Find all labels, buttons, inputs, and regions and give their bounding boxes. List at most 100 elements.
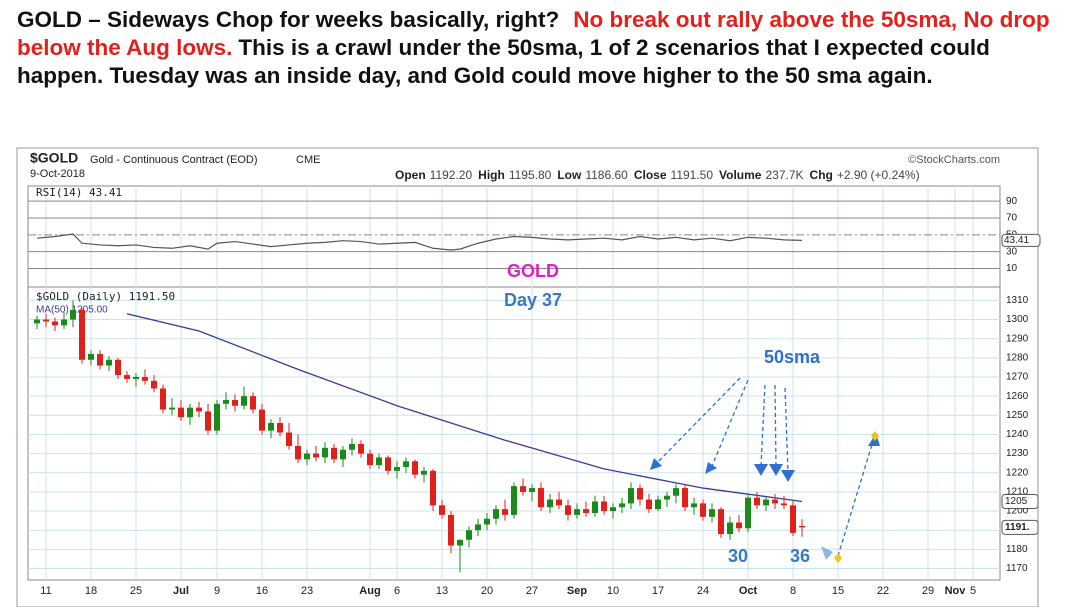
candle-body [169, 407, 175, 410]
candle-body [430, 470, 436, 506]
x-tick-label: 6 [394, 585, 400, 597]
candle-body [763, 499, 769, 506]
candle-body [349, 444, 355, 450]
x-tick-label: Aug [359, 585, 380, 597]
candle-body [286, 432, 292, 446]
candle-body [610, 507, 616, 512]
candle-body [124, 375, 130, 379]
arrowhead [821, 546, 833, 560]
candle-body [223, 399, 229, 404]
annotation: 36 [790, 546, 810, 566]
x-tick-label: Sep [567, 585, 587, 597]
candle-body [565, 505, 571, 515]
price-panel [27, 286, 1001, 581]
candle-body [682, 488, 688, 508]
candle-body [313, 453, 319, 458]
quote-name: Open [395, 168, 426, 182]
quote-name: Chg [810, 168, 833, 182]
candle-body [574, 509, 580, 515]
candle-body [592, 501, 598, 513]
highlight-text: No break out rally above the 50sma, No d… [17, 7, 1050, 60]
candle-body [493, 509, 499, 519]
candle-body [799, 525, 805, 528]
quote-name: High [478, 168, 505, 182]
quote-name: Close [634, 168, 667, 182]
arrowhead [650, 458, 662, 470]
diamond [871, 431, 879, 441]
x-tick-label: 11 [40, 585, 51, 597]
candle-body [52, 321, 58, 326]
annotation: 30 [728, 546, 748, 566]
x-tick-label: 24 [697, 585, 709, 597]
x-tick-label: 22 [877, 585, 889, 597]
rsi-badge-label: 43.41 [1004, 235, 1029, 246]
x-tick-label: Nov [945, 585, 967, 597]
rsi-tick-label: 10 [1006, 263, 1018, 274]
candle-body [511, 486, 517, 515]
candle-body [457, 539, 463, 546]
arrow [711, 379, 749, 467]
price-badge [1001, 493, 1039, 509]
y-tick-label: 1220 [1006, 467, 1029, 478]
body-text: This is a crawl under the 50sma, 1 of 2 … [17, 35, 990, 88]
quote-value: 1191.50 [671, 168, 714, 182]
lead-text: GOLD – Sideways Chop for weeks basically… [17, 7, 560, 32]
candle-body [277, 422, 283, 433]
x-tick-label: 5 [970, 585, 976, 597]
candle-body [178, 407, 184, 418]
candle-body [358, 444, 364, 454]
x-tick-label: 15 [832, 585, 844, 597]
candle-body [376, 457, 382, 466]
candle-body [781, 503, 787, 506]
quote-value: 1192.20 [430, 168, 473, 182]
date: 9-Oct-2018 [30, 168, 85, 180]
quote-value: 1186.60 [585, 168, 628, 182]
annotation: Day 37 [504, 290, 562, 310]
x-tick-label: 29 [922, 585, 934, 597]
candle-body [43, 319, 49, 322]
candle-body [421, 470, 427, 475]
symbol: $GOLD [30, 150, 78, 166]
candle-body [259, 409, 265, 431]
price-label: $GOLD (Daily) 1191.50 [36, 290, 175, 303]
candle-body [538, 488, 544, 508]
y-tick-label: 1200 [1006, 506, 1029, 517]
candle-body [106, 359, 112, 366]
candle-body [655, 499, 661, 510]
price-badge-label: 1205 [1005, 496, 1028, 507]
commentary: GOLD – Sideways Chop for weeks basically… [17, 6, 1057, 90]
y-tick-label: 1310 [1006, 295, 1029, 306]
candle-body [268, 422, 274, 431]
y-tick-label: 1210 [1006, 487, 1029, 498]
candle-body [709, 509, 715, 517]
candle-body [412, 461, 418, 475]
quote-name: Volume [719, 168, 762, 182]
rsi-badge [1001, 233, 1041, 247]
y-tick-label: 1280 [1006, 352, 1029, 363]
marks [34, 233, 805, 573]
candle-body [142, 377, 148, 381]
candle-body [214, 403, 220, 431]
candle-body [70, 309, 76, 320]
rsi-tick-label: 30 [1006, 246, 1018, 257]
candle-body [673, 488, 679, 496]
y-tick-label: 1260 [1006, 391, 1029, 402]
candle-body [250, 396, 256, 410]
candle-body [79, 309, 85, 360]
price-badge-label: 1191. [1005, 522, 1030, 533]
candle-body [628, 488, 634, 504]
candle-body [529, 488, 535, 492]
candle-body [340, 449, 346, 460]
arrowhead [769, 464, 783, 476]
candle-body [484, 518, 490, 525]
arrow [784, 387, 789, 473]
rsi-label: RSI(14) 43.41 [36, 186, 122, 199]
candle-body [160, 388, 166, 410]
candle-body [97, 354, 103, 366]
candle-body [34, 319, 40, 324]
ma-line [126, 313, 803, 503]
quote-value: 1195.80 [509, 168, 552, 182]
quote-line: Open 1192.20 High 1195.80 Low 1186.60 Close 119… [395, 168, 920, 182]
quote-value: +2.90 (+0.24%) [837, 168, 920, 182]
